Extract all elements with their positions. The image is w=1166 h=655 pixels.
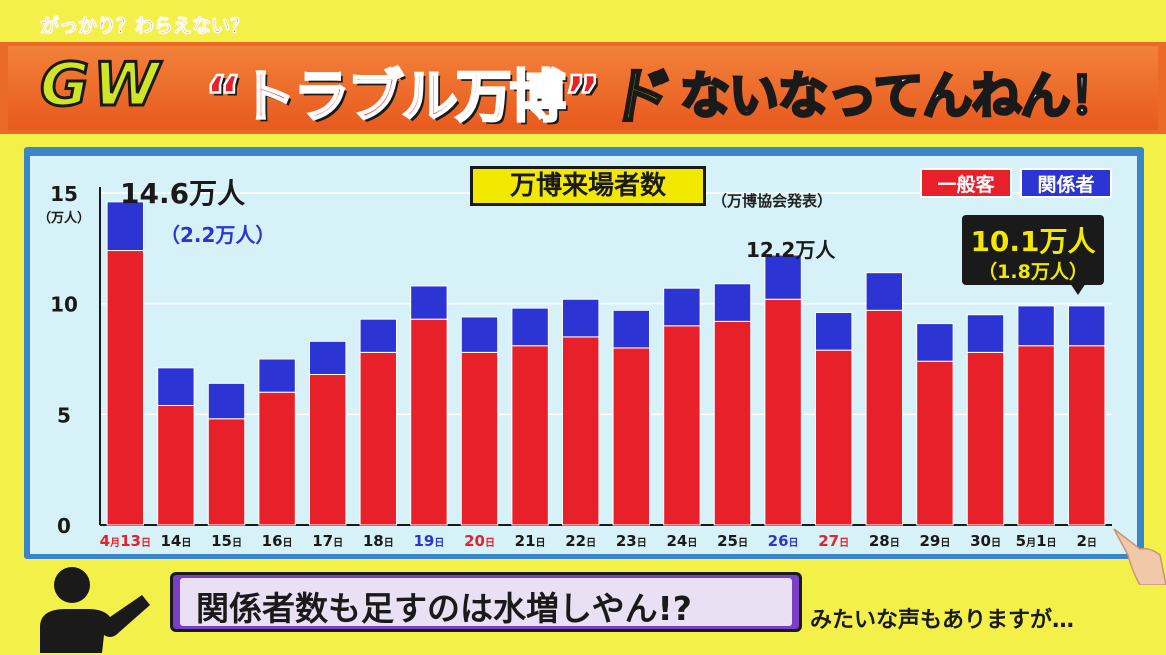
y-tick-label: 5 [57,403,71,427]
x-tick-label-11: 24日 [666,532,697,550]
bar-related-19 [1067,305,1106,347]
annotation-may2-callout-arrow [1070,283,1086,295]
chart-title: 万博来場者数 [470,166,706,206]
annotation-apr26-total: 12.2万人 [746,238,836,262]
legend-related: 関係者 [1020,168,1112,198]
bar-general-6 [410,318,448,526]
y-tick-label: 15 [50,182,78,206]
bar-general-17 [966,351,1005,526]
x-tick-label-6: 19日 [413,532,444,550]
bar-related-11 [663,287,701,327]
x-tick-label-12: 25日 [717,532,748,550]
bar-related-10 [612,309,651,349]
x-tick-label-9: 22日 [565,532,596,550]
x-tick-label-7: 20日 [464,532,495,550]
chart-source: （万博協会発表） [712,192,833,210]
quote-box-inner [180,578,792,626]
bar-related-15 [865,272,904,311]
caption-text: みたいな声もありますが… [810,608,1075,633]
bar-general-4 [308,373,347,526]
legend-general: 一般客 [920,168,1012,198]
bar-general-18 [1017,345,1055,526]
annotation-apr13-related: （2.2万人） [160,223,276,247]
x-tick-label-14: 27日 [818,532,849,550]
x-tick-label-17: 30日 [970,532,1001,550]
bar-general-1 [157,404,195,526]
bar-related-13 [764,254,802,300]
bar-related-1 [157,367,195,406]
x-tick-label-0: 4月13日 [100,532,151,550]
quote-text: 関係者数も足すのは水増しやん!? [196,589,692,628]
bar-general-8 [511,345,549,526]
bar-general-3 [258,391,296,526]
bar-general-12 [713,320,752,526]
headline-gw: GW [38,49,164,122]
annotation-may2-total: 10.1万人 [970,225,1096,258]
x-tick-label-18: 5月1日 [1016,532,1057,550]
y-axis-unit: （万人） [38,210,90,226]
bar-general-7 [460,351,499,526]
bar-related-14 [814,312,853,351]
bar-related-12 [713,283,752,322]
bar-related-8 [511,307,549,347]
annotation-apr13-total: 14.6万人 [120,177,246,210]
bar-related-2 [207,382,246,420]
bar-general-11 [663,325,701,526]
x-tick-label-2: 15日 [211,532,242,550]
bar-general-0 [106,250,145,526]
x-tick-label-1: 14日 [160,532,191,550]
bar-related-16 [916,323,954,362]
x-tick-label-15: 28日 [869,532,900,550]
pointing-hand-icon [1113,528,1166,585]
kicker-text: がっかり？わらえない？ [40,15,250,38]
bar-general-10 [612,347,651,526]
y-tick-label: 10 [50,293,78,317]
x-tick-label-10: 23日 [616,532,647,550]
bar-general-2 [207,418,246,526]
bar-related-17 [966,314,1005,353]
x-tick-label-16: 29日 [919,532,950,550]
bar-general-19 [1067,345,1106,526]
top-strip [0,0,1166,40]
headline-banner-inner [8,46,1158,130]
headline-nainatten: ないなってんねん！ [679,66,1121,127]
x-tick-label-3: 16日 [262,532,293,550]
headline-trouble-expo: “トラブル万博” [204,64,602,132]
x-tick-label-8: 21日 [515,532,546,550]
bar-general-9 [561,336,600,526]
bar-general-14 [814,349,853,526]
bar-related-7 [460,316,499,353]
bar-related-0 [106,201,145,252]
annotation-may2-callout [962,215,1104,285]
bar-general-13 [764,298,802,526]
x-tick-label-13: 26日 [768,532,799,550]
x-tick-label-5: 18日 [363,532,394,550]
bar-general-15 [865,309,904,526]
bar-general-5 [359,351,398,526]
x-tick-label-19: 2日 [1076,532,1096,550]
bar-related-5 [359,318,398,353]
headline-banner [0,42,1166,134]
bar-related-6 [410,285,448,320]
x-tick-label-4: 17日 [312,532,343,550]
bar-related-18 [1017,305,1055,347]
bar-general-16 [916,360,954,526]
bar-related-3 [258,358,296,393]
annotation-may2-related: （1.8万人） [978,261,1088,283]
person-silhouette-icon [40,567,150,653]
y-tick-label: 0 [57,514,71,538]
bar-related-4 [308,340,347,375]
bar-related-9 [561,298,600,338]
